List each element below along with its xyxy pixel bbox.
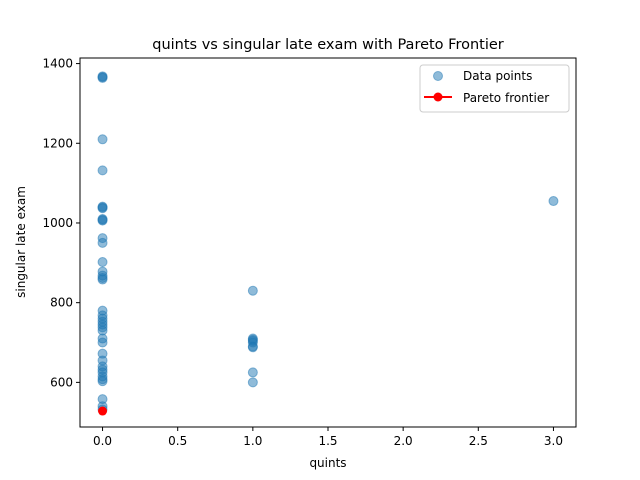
- y-tick-label: 1000: [42, 216, 73, 230]
- pareto-point: [98, 406, 108, 416]
- data-point: [97, 134, 108, 145]
- y-tick-label: 600: [50, 375, 73, 389]
- x-tick-label: 0.5: [168, 434, 187, 448]
- data-point: [97, 337, 108, 348]
- data-point: [97, 203, 108, 214]
- data-point: [97, 72, 108, 83]
- legend: Data points Pareto frontier: [419, 64, 570, 113]
- legend-pareto-label: Pareto frontier: [463, 91, 549, 105]
- x-tick-label: 2.0: [394, 434, 413, 448]
- data-point: [247, 367, 258, 378]
- legend-box: [419, 64, 570, 113]
- chart-title: quints vs singular late exam with Pareto…: [152, 37, 504, 53]
- data-point: [97, 257, 108, 268]
- data-point: [97, 237, 108, 248]
- legend-data-points-marker: [433, 71, 443, 81]
- data-point: [247, 342, 258, 353]
- y-axis-ticks: 600 800 1000 1200 1400: [42, 57, 80, 389]
- x-tick-label: 3.0: [544, 434, 563, 448]
- x-tick-label: 1.5: [318, 434, 337, 448]
- data-point: [97, 215, 108, 226]
- y-tick-label: 800: [50, 296, 73, 310]
- y-axis-label: singular late exam: [14, 186, 28, 298]
- plot-frame: [79, 57, 577, 428]
- data-point: [247, 377, 258, 388]
- legend-data-points-label: Data points: [463, 69, 532, 83]
- y-tick-label: 1400: [42, 57, 73, 71]
- x-tick-label: 2.5: [469, 434, 488, 448]
- x-axis-ticks: 0.0 0.5 1.0 1.5 2.0 2.5 3.0: [93, 427, 563, 448]
- data-point: [548, 196, 559, 207]
- data-point: [247, 285, 258, 296]
- points-layer: [97, 71, 559, 416]
- y-tick-label: 1200: [42, 136, 73, 150]
- x-axis-label: quints: [309, 456, 346, 470]
- legend-pareto-marker: [433, 92, 443, 102]
- data-point: [97, 376, 108, 387]
- data-point: [97, 165, 108, 176]
- data-point: [97, 274, 108, 285]
- x-tick-label: 0.0: [93, 434, 112, 448]
- x-tick-label: 1.0: [243, 434, 262, 448]
